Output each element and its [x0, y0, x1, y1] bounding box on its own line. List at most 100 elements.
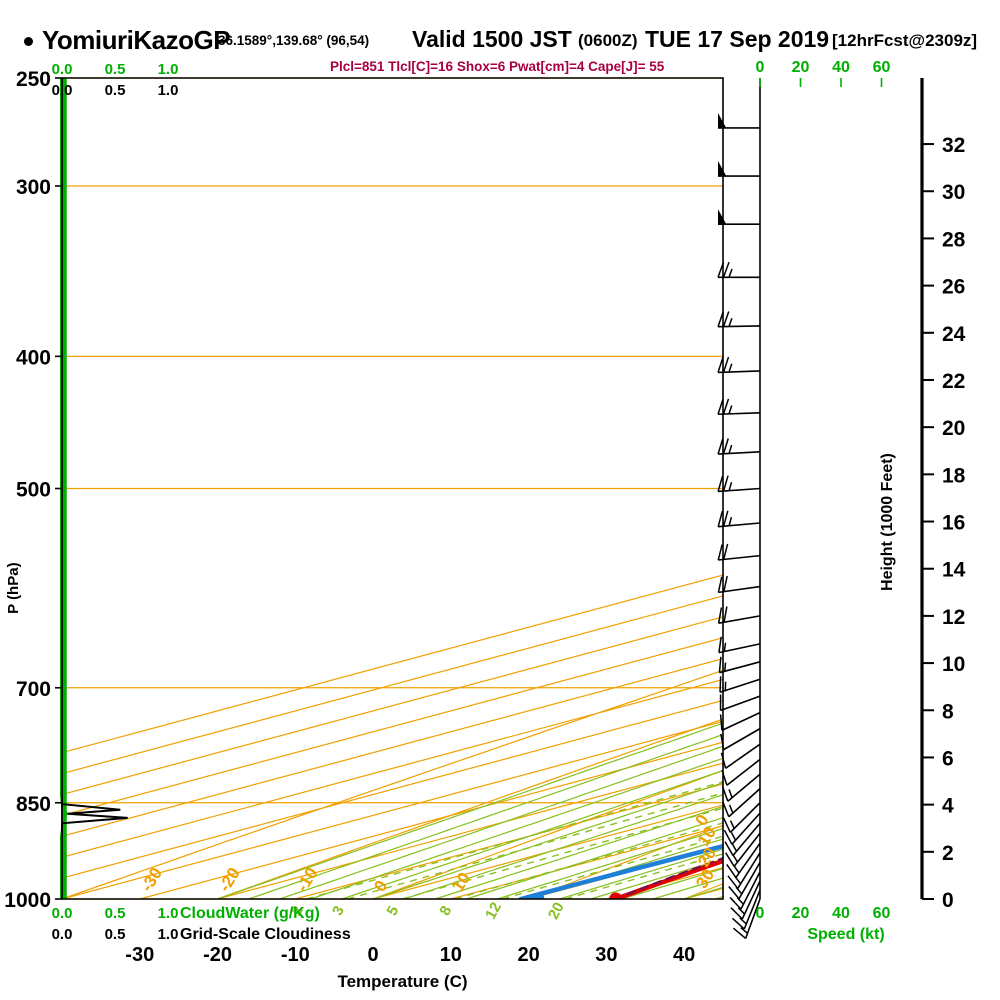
- pressure-tick-label: 850: [16, 793, 51, 816]
- station-name: YomiuriKazoGP: [42, 25, 231, 55]
- height-tick-label: 32: [942, 134, 965, 157]
- wind-barb[interactable]: [720, 743, 761, 769]
- bullet-marker: [24, 37, 33, 46]
- mixing-ratio-line: [565, 853, 723, 899]
- pressure-axis-label: P (hPa): [5, 562, 22, 613]
- wind-barb[interactable]: [718, 161, 760, 177]
- cloudwater-top-tick: 0.5: [105, 61, 126, 78]
- cloudwater-bottom-tick: 1.0: [158, 905, 179, 922]
- speed-tick-label-top: 60: [873, 59, 891, 76]
- sounding-traces: [518, 763, 1000, 906]
- wind-barb[interactable]: [717, 262, 760, 279]
- parameter-summary: Plcl=851 Tlcl[C]=16 Shox=6 Pwat[cm]=4 Ca…: [330, 59, 665, 74]
- wind-barb[interactable]: [718, 112, 760, 129]
- wind-barb[interactable]: [721, 758, 761, 786]
- wind-barb[interactable]: [717, 475, 761, 493]
- wind-barb[interactable]: [717, 356, 761, 374]
- isotherm-line: [62, 657, 723, 837]
- temperature-tick-label: -30: [125, 944, 154, 966]
- height-tick-label: 16: [942, 512, 965, 535]
- wind-barb[interactable]: [717, 398, 761, 416]
- mixing-ratio-line: [454, 822, 723, 899]
- mixing-ratio-label: 12: [482, 900, 505, 923]
- wind-barb-panel: [717, 78, 761, 940]
- cloudiness-line[interactable]: [61, 795, 128, 837]
- cloudiness-trace: [61, 795, 128, 837]
- height-tick-label: 4: [942, 795, 954, 818]
- wind-barb[interactable]: [718, 636, 761, 654]
- height-tick-label: 6: [942, 747, 954, 770]
- cloudiness-bottom-tick: 0.5: [105, 926, 126, 943]
- pressure-tick-label: 500: [16, 479, 51, 502]
- header-row: YomiuriKazoGP 36.1589°,139.68° (96,54) V…: [18, 25, 988, 56]
- height-tick-label: 24: [942, 323, 966, 346]
- height-tick-label: 10: [942, 653, 965, 676]
- wind-barb[interactable]: [727, 852, 761, 889]
- speed-tick-label-bottom: 20: [792, 905, 810, 922]
- isotherm-line: [62, 678, 723, 858]
- temperature-tick-label: 30: [595, 944, 617, 966]
- wind-barb[interactable]: [722, 802, 761, 834]
- height-tick-label: 8: [942, 700, 954, 723]
- surface-temperature-dot[interactable]: [609, 892, 623, 906]
- isotherm-line: [62, 595, 723, 775]
- isotherm-line: [62, 699, 723, 879]
- wind-barb[interactable]: [718, 209, 760, 225]
- grid-lines: [62, 77, 1000, 900]
- speed-tick-label-bottom: 60: [873, 905, 891, 922]
- wind-barb[interactable]: [717, 543, 761, 561]
- speed-tick-label-top: 0: [756, 59, 765, 76]
- moist-adiabat-line: [217, 722, 723, 899]
- cloudiness-top-tick: 0.0: [52, 82, 73, 99]
- wind-barb[interactable]: [722, 788, 761, 818]
- cloudiness-bottom-tick: 1.0: [158, 926, 179, 943]
- height-tick-label: 18: [942, 464, 966, 487]
- height-axis-label: Height (1000 Feet): [879, 453, 896, 591]
- mixing-ratio-labels: 2 3 5 8 12 20: [288, 900, 568, 923]
- wind-barb[interactable]: [730, 880, 761, 920]
- pressure-tick-label: 250: [16, 68, 51, 91]
- wind-barb[interactable]: [721, 773, 761, 802]
- dry-adiabat-line: [217, 718, 723, 899]
- valid-time-utc: (0600Z): [578, 31, 638, 50]
- cloudwater-axis-label: CloudWater (g/Kg): [180, 905, 320, 922]
- wind-barb[interactable]: [719, 711, 761, 732]
- wind-barb[interactable]: [732, 898, 761, 940]
- pressure-tick-label: 400: [16, 346, 51, 369]
- wind-barb[interactable]: [719, 694, 761, 712]
- surface-dewpoint-dot[interactable]: [531, 892, 545, 906]
- wind-barb[interactable]: [717, 510, 761, 528]
- parcel-trace[interactable]: [613, 763, 1000, 899]
- wind-barb[interactable]: [718, 656, 761, 674]
- height-tick-label: 2: [942, 842, 954, 865]
- wind-barb[interactable]: [717, 606, 761, 624]
- moist-adiabat-line: [341, 769, 723, 899]
- isotherm-label: -30: [137, 864, 166, 895]
- wind-barb[interactable]: [723, 812, 761, 845]
- isotherm-line: [62, 720, 723, 899]
- speed-tick-label-top: 20: [792, 59, 810, 76]
- wind-barb[interactable]: [731, 889, 761, 930]
- isotherm-lines: [62, 574, 723, 899]
- mixing-ratio-label: 5: [384, 903, 403, 918]
- temperature-tick-label: 20: [517, 944, 539, 966]
- temperature-axis-label: Temperature (C): [337, 972, 467, 991]
- moist-adiabat-line: [310, 757, 723, 899]
- wind-barb[interactable]: [719, 676, 761, 693]
- temperature-tick-label: 40: [673, 944, 695, 966]
- mixing-ratio-line: [502, 835, 723, 899]
- height-tick-label: 20: [942, 417, 965, 440]
- dry-adiabat-line: [995, 78, 1000, 899]
- wind-barb[interactable]: [717, 575, 761, 594]
- dry-adiabat-line: [62, 669, 723, 899]
- wind-barb[interactable]: [717, 438, 761, 455]
- moist-adiabat-line: [466, 817, 723, 899]
- wind-barb[interactable]: [726, 842, 761, 879]
- wind-barb[interactable]: [717, 311, 761, 328]
- cloudiness-bottom-tick: 0.0: [52, 926, 73, 943]
- wind-barb[interactable]: [720, 727, 761, 751]
- wind-barb[interactable]: [724, 822, 761, 856]
